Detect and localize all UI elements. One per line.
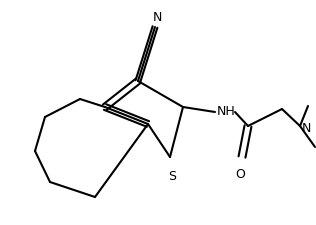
- Text: N: N: [152, 11, 162, 24]
- Text: S: S: [168, 169, 176, 182]
- Text: NH: NH: [217, 105, 236, 118]
- Text: N: N: [302, 121, 311, 134]
- Text: O: O: [235, 167, 245, 180]
